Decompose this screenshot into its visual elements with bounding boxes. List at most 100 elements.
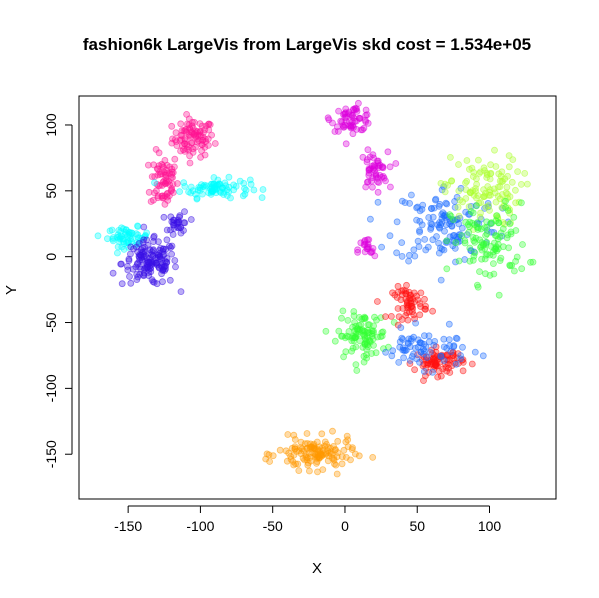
scatter-point (386, 183, 394, 191)
scatter-point (259, 186, 267, 193)
scatter-point (465, 165, 473, 173)
scatter-point (297, 438, 305, 446)
scatter-point (393, 249, 401, 257)
scatter-point (136, 270, 144, 278)
scatter-point (333, 470, 341, 478)
scatter-point (492, 163, 500, 170)
scatter-point (183, 120, 191, 128)
scatter-point (505, 152, 513, 160)
scatter-point (340, 353, 348, 361)
scatter-point (455, 161, 462, 168)
scatter-point (135, 240, 143, 247)
scatter-point (246, 176, 254, 184)
scatter-point (454, 203, 462, 211)
scatter-point (452, 239, 460, 247)
scatter-point (387, 312, 395, 320)
scatter-point (162, 262, 170, 270)
y-axis: -150 -100 -50 0 50 100 (43, 113, 73, 468)
scatter-point (461, 239, 469, 247)
scatter-point (359, 343, 367, 351)
scatter-point (338, 314, 345, 322)
scatter-point (510, 213, 518, 221)
scatter-point (468, 360, 476, 368)
scatter-point (161, 200, 169, 208)
scatter-point (338, 453, 346, 461)
scatter-point (406, 291, 414, 299)
scatter-point (382, 348, 390, 356)
scatter-point (185, 146, 193, 154)
scatter-point (410, 350, 417, 358)
scatter-point (511, 267, 518, 275)
scatter-point (437, 352, 445, 360)
scatter-point (459, 367, 467, 375)
scatter-point (506, 220, 514, 228)
scatter-point (197, 153, 205, 161)
scatter-point (181, 127, 189, 135)
scatter-point (149, 252, 157, 260)
scatter-point (497, 229, 505, 237)
scatter-point (154, 238, 162, 246)
scatter-point (360, 238, 368, 246)
scatter-point (389, 347, 397, 355)
scatter-point (127, 279, 135, 287)
scatter-point (151, 179, 158, 187)
scatter-point (136, 251, 143, 259)
scatter-point (134, 259, 141, 267)
scatter-point (163, 236, 171, 244)
scatter-point (410, 246, 418, 254)
scatter-point (364, 321, 372, 329)
scatter-point (331, 337, 339, 345)
y-tick-label: -50 (43, 312, 59, 332)
scatter-point (471, 238, 479, 246)
scatter-point (333, 123, 341, 131)
scatter-point (348, 446, 356, 453)
scatter-point (342, 109, 349, 117)
scatter-point (355, 452, 363, 460)
scatter-point (354, 248, 362, 256)
scatter-point (514, 168, 521, 176)
scatter-point (349, 344, 357, 352)
scatter-point (358, 315, 366, 323)
scatter-point (504, 207, 512, 215)
scatter-point (134, 223, 142, 230)
scatter-point (175, 218, 183, 226)
scatter-point (168, 218, 176, 226)
points-layer (94, 99, 537, 478)
scatter-point (171, 257, 179, 264)
scatter-point (497, 254, 505, 262)
scatter-point (414, 237, 422, 245)
scatter-point (380, 345, 387, 353)
scatter-point (420, 332, 428, 340)
scatter-point (445, 320, 453, 328)
scatter-point (172, 263, 179, 271)
scatter-point (402, 346, 410, 354)
scatter-point (149, 278, 157, 286)
scatter-point (521, 169, 529, 177)
scatter-point (291, 436, 299, 443)
scatter-point (359, 153, 367, 161)
scatter-point (342, 438, 350, 446)
scatter-point (443, 265, 451, 273)
scatter-point (373, 316, 380, 324)
scatter-point (421, 295, 428, 303)
scatter-point (414, 296, 422, 304)
scatter-point (283, 457, 291, 465)
scatter-point (411, 366, 419, 374)
scatter-point (225, 188, 233, 196)
scatter-point (160, 213, 168, 221)
scatter-point (455, 187, 463, 195)
scatter-point (413, 204, 421, 212)
scatter-point (104, 235, 111, 243)
scatter-point (457, 355, 465, 363)
scatter-point (177, 229, 185, 237)
scatter-point (132, 263, 140, 271)
scatter-point (415, 243, 423, 251)
scatter-point (295, 447, 303, 455)
scatter-point (505, 244, 513, 252)
scatter-point (126, 250, 134, 258)
scatter-point (493, 212, 501, 220)
scatter-point (431, 196, 439, 204)
scatter-point (397, 296, 405, 304)
scatter-point (141, 232, 149, 240)
scatter-point (512, 186, 519, 194)
